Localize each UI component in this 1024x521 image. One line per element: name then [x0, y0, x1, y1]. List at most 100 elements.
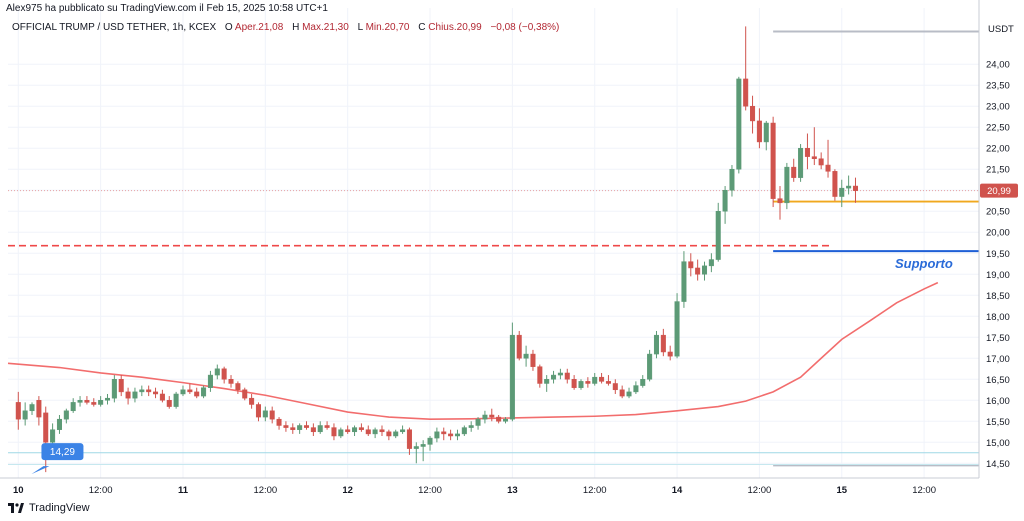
candle-body[interactable]: [852, 185, 858, 191]
candle-body[interactable]: [695, 267, 701, 275]
candle-body[interactable]: [29, 404, 35, 412]
candle-body[interactable]: [255, 404, 261, 418]
candle-body[interactable]: [207, 374, 213, 388]
candle-body[interactable]: [585, 381, 591, 384]
candle-body[interactable]: [468, 425, 474, 428]
candle-body[interactable]: [358, 427, 364, 430]
candle-body[interactable]: [153, 391, 159, 395]
candle-body[interactable]: [619, 389, 625, 397]
candle-body[interactable]: [502, 418, 509, 422]
candle-body[interactable]: [132, 391, 138, 399]
candle-body[interactable]: [365, 429, 371, 435]
candle-body[interactable]: [228, 379, 234, 384]
candle-body[interactable]: [427, 437, 433, 445]
candle-body[interactable]: [70, 402, 76, 412]
candle-body[interactable]: [633, 385, 639, 393]
candle-body[interactable]: [146, 389, 152, 393]
candle-body[interactable]: [475, 418, 481, 426]
candle-body[interactable]: [221, 368, 227, 380]
candle-body[interactable]: [118, 379, 124, 393]
candle-body[interactable]: [701, 265, 708, 275]
candle-body[interactable]: [544, 379, 550, 384]
candle-body[interactable]: [448, 433, 454, 437]
candle-body[interactable]: [509, 334, 515, 420]
candle-body[interactable]: [791, 166, 797, 178]
candle-body[interactable]: [729, 168, 735, 191]
candle-body[interactable]: [173, 393, 179, 407]
candle-body[interactable]: [756, 120, 762, 143]
candle-body[interactable]: [516, 334, 522, 359]
candle-body[interactable]: [434, 431, 440, 439]
candle-body[interactable]: [56, 418, 62, 430]
candle-body[interactable]: [400, 429, 406, 433]
candle-body[interactable]: [461, 427, 467, 435]
candle-body[interactable]: [626, 391, 632, 397]
candle-body[interactable]: [804, 147, 810, 157]
candle-body[interactable]: [722, 189, 728, 212]
candle-body[interactable]: [283, 425, 289, 428]
candle-body[interactable]: [846, 185, 852, 189]
brand-name[interactable]: TradingView: [29, 502, 90, 514]
candle-body[interactable]: [262, 410, 268, 418]
candle-body[interactable]: [660, 334, 666, 353]
candle-body[interactable]: [770, 122, 776, 199]
candle-body[interactable]: [653, 334, 659, 355]
candle-body[interactable]: [36, 400, 42, 418]
candle-body[interactable]: [338, 429, 344, 437]
candle-body[interactable]: [125, 391, 131, 399]
symbol-name[interactable]: OFFICIAL TRUMP / USD TETHER, 1h, KCEX: [12, 22, 217, 33]
candle-body[interactable]: [77, 400, 83, 403]
candle-body[interactable]: [139, 389, 145, 393]
candle-body[interactable]: [111, 379, 117, 399]
candle-body[interactable]: [715, 210, 721, 260]
candle-body[interactable]: [551, 374, 557, 380]
candle-body[interactable]: [743, 78, 749, 107]
candle-body[interactable]: [640, 379, 646, 386]
candle-body[interactable]: [530, 353, 536, 367]
candle-body[interactable]: [269, 410, 275, 420]
candle-body[interactable]: [420, 444, 426, 447]
candle-body[interactable]: [708, 259, 714, 267]
candle-body[interactable]: [214, 368, 220, 376]
candle-body[interactable]: [599, 376, 605, 382]
candle-body[interactable]: [194, 391, 200, 397]
candle-body[interactable]: [592, 376, 598, 384]
candle-body[interactable]: [736, 78, 742, 170]
candle-body[interactable]: [674, 301, 680, 357]
candle-body[interactable]: [647, 353, 653, 380]
candle-body[interactable]: [98, 400, 104, 405]
candle-body[interactable]: [557, 372, 563, 376]
candle-body[interactable]: [763, 122, 769, 143]
candle-body[interactable]: [688, 261, 694, 269]
candle-body[interactable]: [63, 410, 69, 420]
candle-body[interactable]: [406, 429, 412, 449]
candle-body[interactable]: [413, 446, 419, 449]
candle-body[interactable]: [201, 387, 207, 397]
candle-body[interactable]: [50, 429, 56, 443]
candle-body[interactable]: [297, 425, 303, 430]
candle-body[interactable]: [681, 261, 687, 302]
candle-body[interactable]: [454, 433, 460, 437]
candle-body[interactable]: [798, 147, 804, 178]
candle-body[interactable]: [393, 431, 399, 437]
candle-body[interactable]: [482, 414, 488, 420]
candle-body[interactable]: [331, 427, 337, 437]
candle-body[interactable]: [43, 412, 49, 443]
candle-body[interactable]: [91, 402, 97, 405]
candle-body[interactable]: [324, 425, 330, 428]
candle-body[interactable]: [605, 381, 611, 384]
candle-body[interactable]: [811, 156, 817, 159]
candle-body[interactable]: [784, 166, 790, 204]
candle-body[interactable]: [523, 353, 529, 359]
candle-body[interactable]: [537, 366, 543, 384]
low-badge[interactable]: [41, 443, 84, 461]
candle-body[interactable]: [564, 372, 570, 380]
candle-body[interactable]: [317, 425, 323, 433]
candle-body[interactable]: [832, 171, 838, 197]
candle-body[interactable]: [825, 164, 831, 172]
candle-body[interactable]: [235, 383, 241, 391]
candle-body[interactable]: [22, 410, 28, 420]
candle-body[interactable]: [84, 400, 90, 403]
candle-body[interactable]: [839, 187, 845, 197]
